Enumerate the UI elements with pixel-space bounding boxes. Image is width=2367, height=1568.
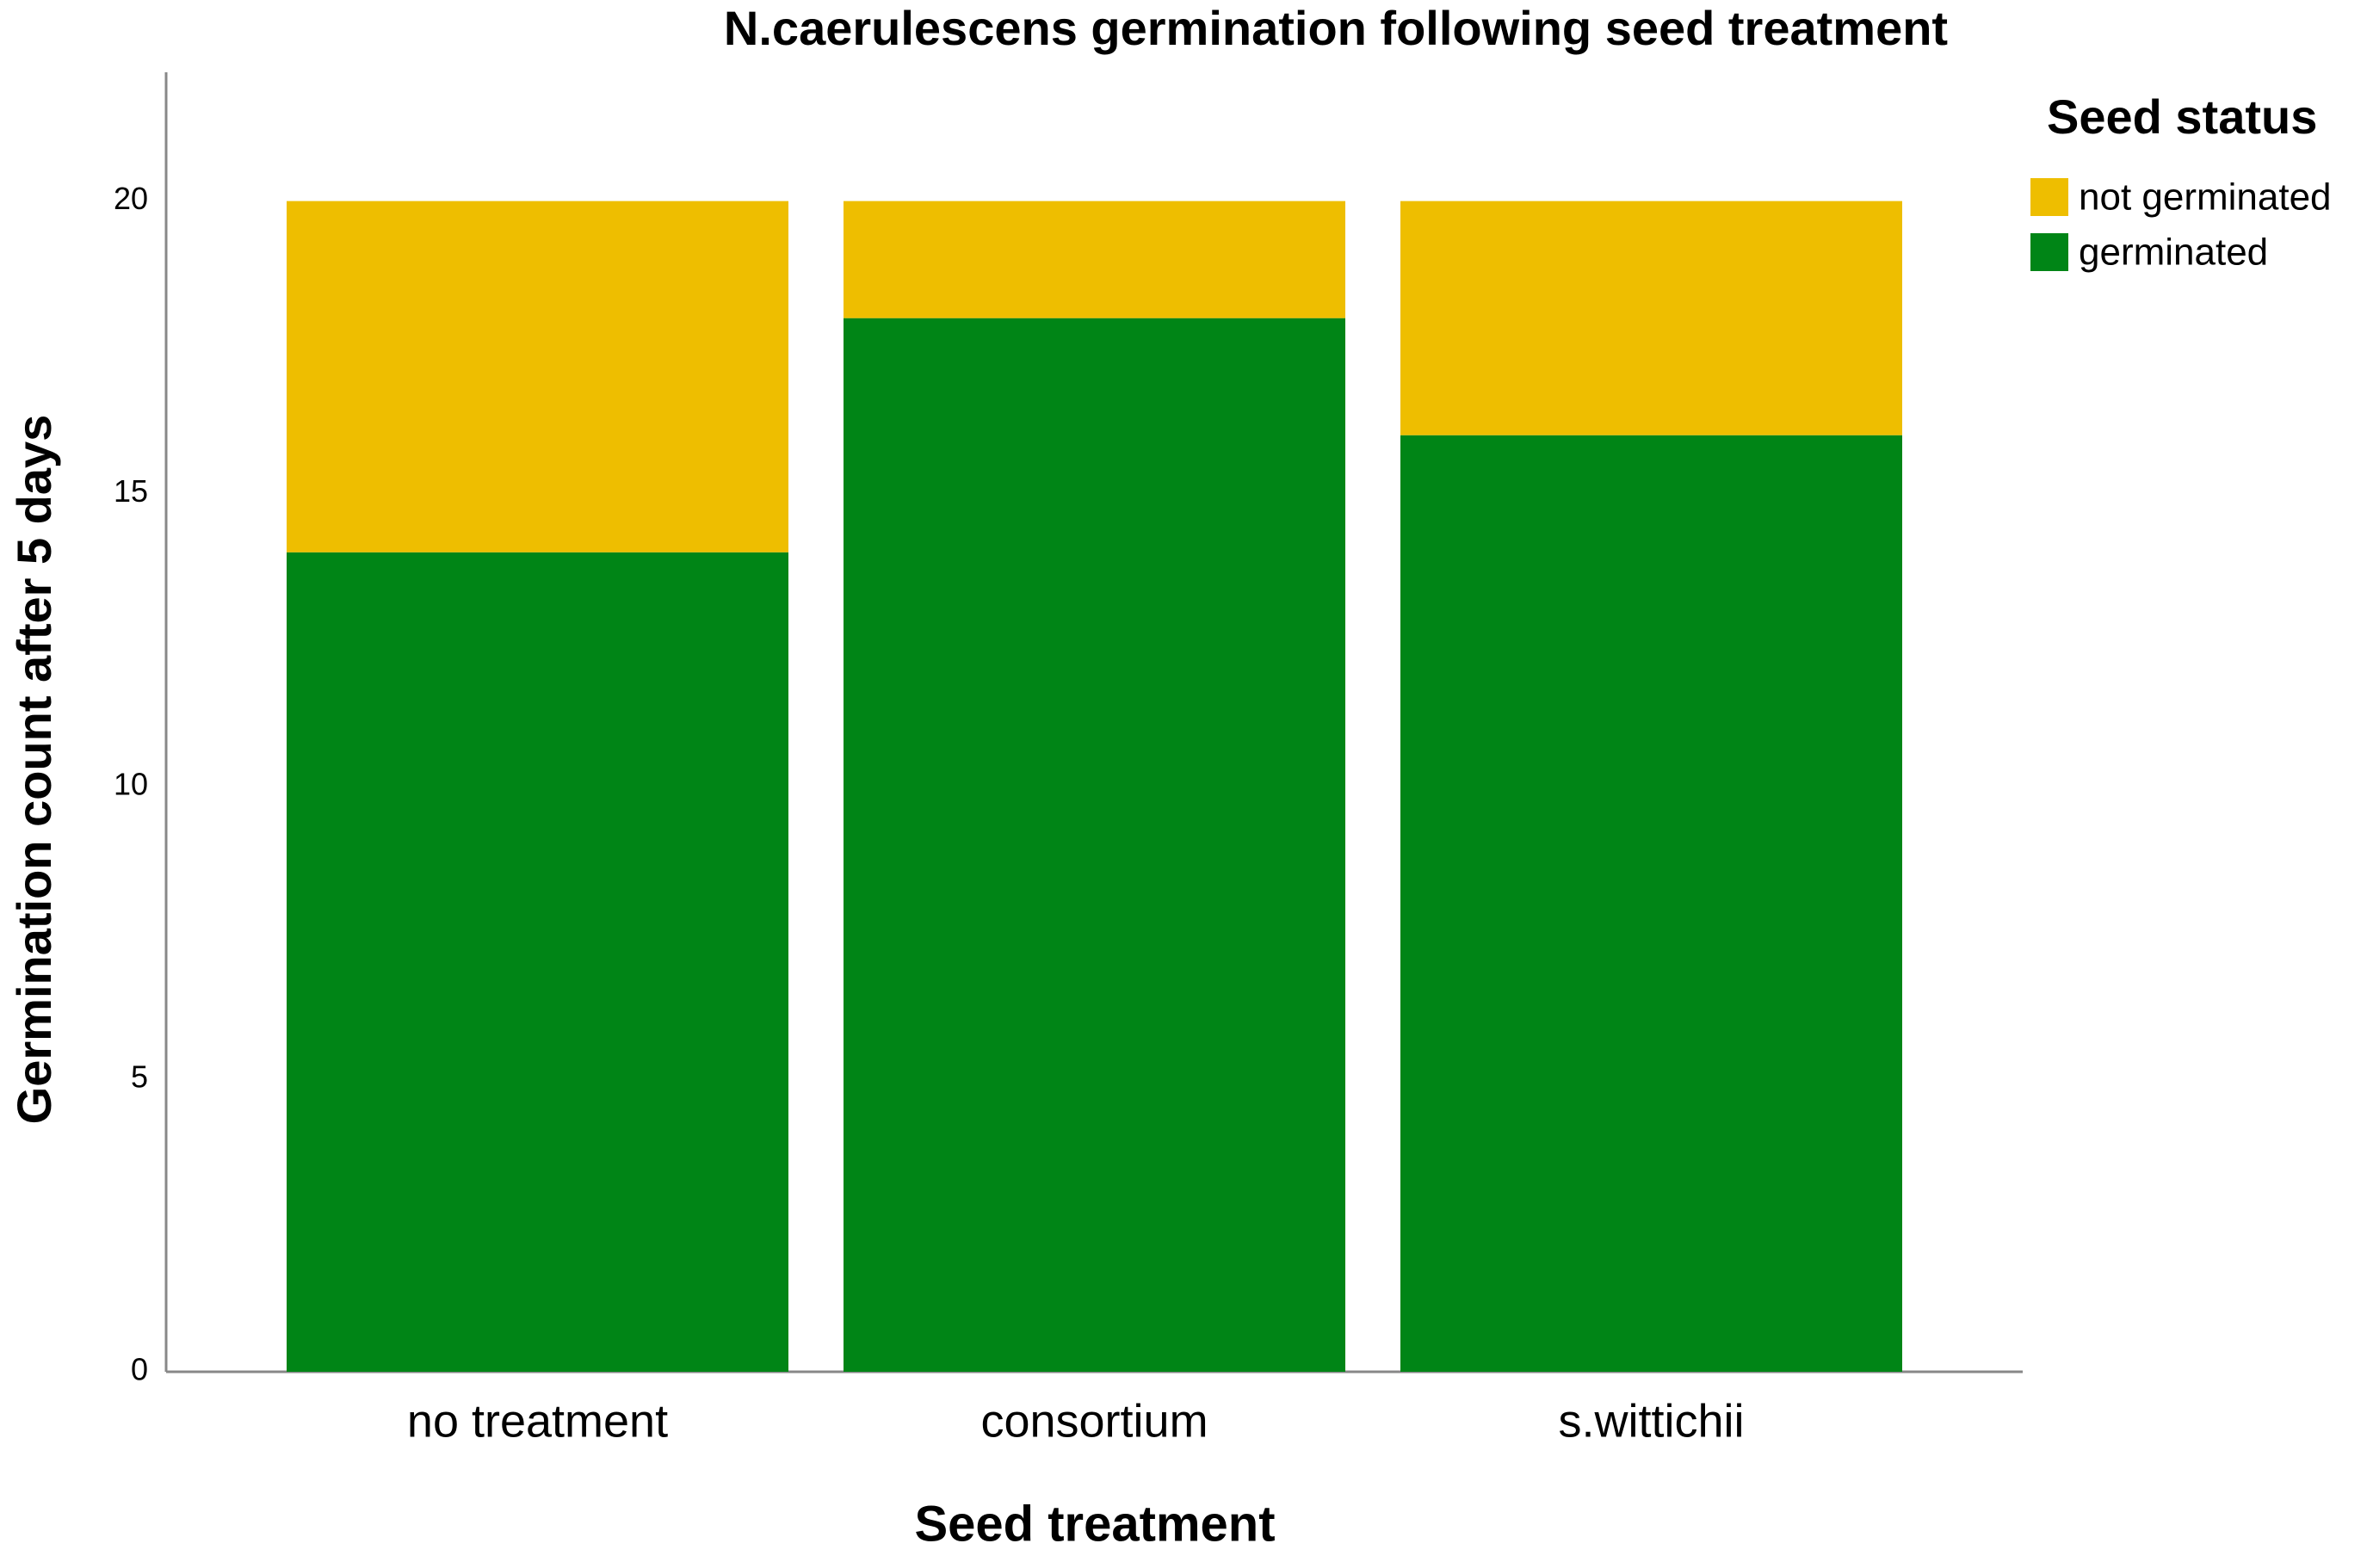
x-tick-label: s.wittichii (1558, 1395, 1744, 1447)
x-axis-label: Seed treatment (914, 1496, 1275, 1552)
bar-segment (844, 201, 1345, 318)
bar-segment (1400, 201, 1902, 435)
y-tick-label: 10 (114, 766, 148, 801)
x-tick-label: consortium (980, 1395, 1208, 1447)
x-tick-label: no treatment (407, 1395, 668, 1447)
bar-segment (844, 318, 1345, 1373)
bar-segment (287, 201, 788, 553)
y-tick-label: 0 (131, 1352, 148, 1387)
y-tick-label: 15 (114, 473, 148, 509)
legend-swatch (2030, 233, 2068, 271)
chart-title: N.caerulescens germination following see… (724, 1, 1948, 55)
y-axis-label: Germination count after 5 days (7, 415, 61, 1125)
legend-label: not germinated (2079, 176, 2332, 219)
y-tick-label: 5 (131, 1059, 148, 1094)
legend-label: germinated (2079, 231, 2268, 274)
bar-segment (287, 552, 788, 1372)
bar-segment (1400, 435, 1902, 1373)
legend-swatch (2030, 178, 2068, 216)
legend-title: Seed status (2047, 90, 2317, 144)
y-tick-label: 20 (114, 181, 148, 216)
